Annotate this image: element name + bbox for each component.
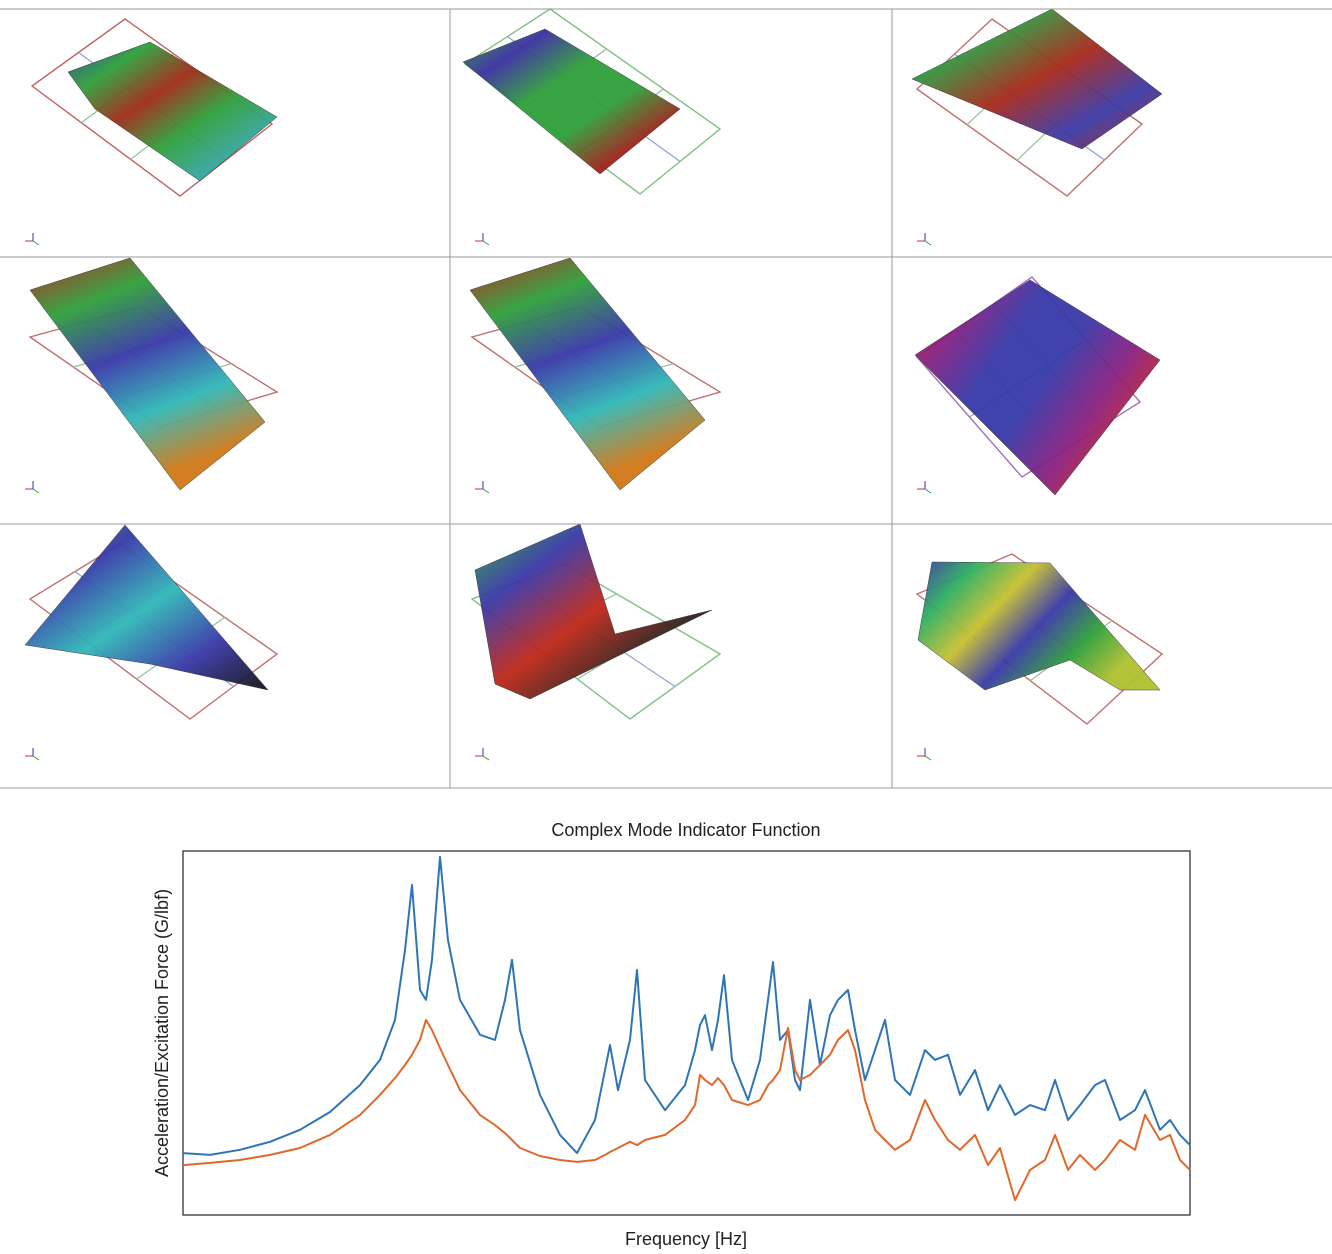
axis-triad <box>924 488 932 494</box>
mode-shape-surface <box>24 524 269 691</box>
mode-shape-surface <box>911 8 1163 150</box>
axis-triad <box>482 240 490 246</box>
mode-shape-surface <box>914 279 1161 496</box>
mode-shape-surface <box>462 28 681 175</box>
chart-title: Complex Mode Indicator Function <box>551 820 820 840</box>
mode-shape-surface <box>474 523 713 700</box>
mode-shape-surface <box>469 257 706 491</box>
x-axis-label: Frequency [Hz] <box>625 1229 747 1249</box>
axis-triad <box>482 488 490 494</box>
axis-triad <box>32 240 40 246</box>
mode-shape-surface <box>917 561 1161 691</box>
plot-frame <box>182 850 1191 1216</box>
axis-triad <box>32 755 40 761</box>
y-axis-label: Acceleration/Excitation Force (G/lbf) <box>152 889 172 1177</box>
mode-shape-panels <box>0 8 1332 789</box>
series-line <box>182 1018 1191 1202</box>
series-line <box>182 855 1191 1156</box>
mode-shape-surface <box>29 257 266 491</box>
axis-triad <box>924 755 932 761</box>
mode-shape-surface <box>67 41 278 182</box>
axis-triad <box>32 488 40 494</box>
axis-triad <box>924 240 932 246</box>
axis-triad <box>482 755 490 761</box>
